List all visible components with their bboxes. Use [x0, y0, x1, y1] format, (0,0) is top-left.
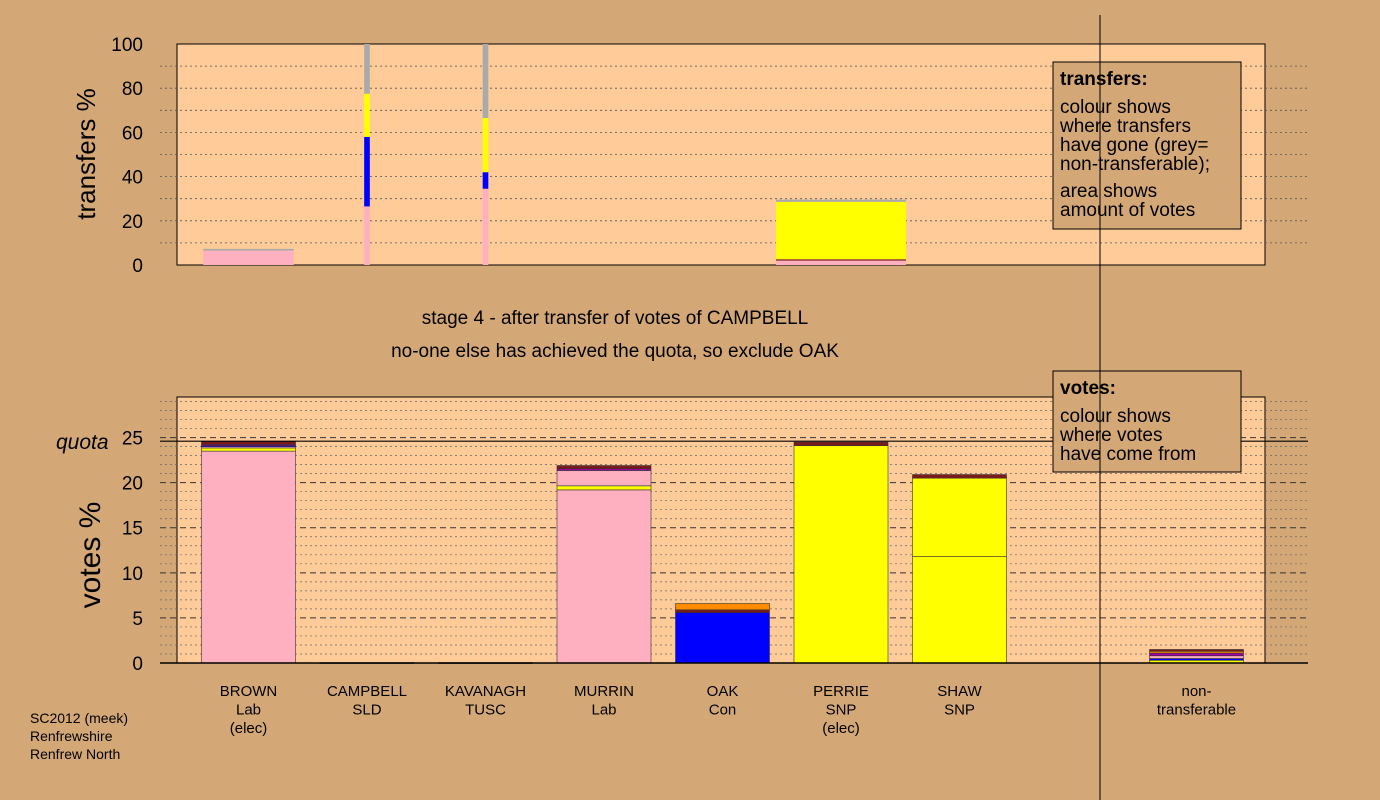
transfer-segment	[776, 201, 906, 260]
transfers-bars	[203, 44, 906, 265]
category-label: SNP	[826, 702, 857, 719]
transfers-y-ticks: 0 20 40 60 80 100	[111, 35, 143, 277]
vote-segment	[556, 465, 652, 469]
y-tick-label: 0	[132, 654, 143, 675]
transfer-segment	[482, 188, 489, 265]
y-tick-label: 20	[122, 474, 143, 495]
vote-segment	[793, 441, 889, 446]
transfer-segment	[776, 259, 906, 261]
footer-ward: Renfrew North	[30, 746, 120, 762]
transfers-legend-line: colour shows	[1060, 97, 1171, 118]
votes-legend-line: where votes	[1059, 425, 1162, 446]
y-tick-label: 60	[122, 123, 143, 144]
vote-segment	[793, 445, 889, 664]
transfers-legend-line: where transfers	[1059, 116, 1191, 137]
transfer-segment	[482, 172, 489, 189]
transfers-legend-box	[1052, 61, 1242, 230]
category-label: Lab	[591, 702, 616, 719]
y-tick-label: 0	[132, 256, 143, 277]
votes-y-axis-label: votes %	[74, 502, 107, 609]
transfer-segment	[776, 260, 906, 265]
y-tick-label: 40	[122, 168, 143, 189]
votes-bars	[201, 441, 1244, 664]
votes-y-ticks: 0 5 10 15 20 25	[122, 429, 143, 675]
votes-legend-line: have come from	[1060, 444, 1196, 465]
vote-segment	[912, 474, 1007, 479]
transfers-legend-line: have gone (grey=	[1060, 135, 1208, 156]
vote-segment	[556, 485, 652, 491]
transfer-segment	[364, 93, 370, 137]
y-tick-label: 10	[122, 564, 143, 585]
votes-legend: votes: colour shows where votes have com…	[1052, 370, 1242, 473]
stage-title: stage 4 - after transfer of votes of CAM…	[422, 308, 809, 329]
transfer-segment	[482, 118, 489, 173]
vote-segment	[1149, 649, 1244, 652]
vote-segment	[201, 441, 296, 445]
transfers-legend: transfers: colour shows where transfers …	[1052, 61, 1242, 230]
quota-label: quota	[56, 431, 109, 454]
category-label: non-	[1181, 683, 1211, 700]
transfers-legend-title: transfers:	[1060, 69, 1148, 90]
category-label: TUSC	[465, 702, 506, 719]
transfer-segment	[203, 248, 294, 251]
vote-segment	[556, 470, 652, 487]
vote-segment	[1149, 652, 1244, 657]
transfer-segment	[482, 44, 489, 119]
y-tick-label: 25	[122, 429, 143, 450]
transfers-plot: 0 20 40 60 80 100 transfers % transfers: colo…	[71, 35, 1308, 277]
category-label: Lab	[236, 702, 261, 719]
category-label: SNP	[944, 702, 975, 719]
category-label: MURRIN	[574, 683, 634, 700]
votes-plot: 0 5 10 15 20 25 quota votes % votes: colour s…	[56, 370, 1308, 737]
footer-election: SC2012 (meek)	[30, 710, 128, 726]
transfers-legend-line: non-transferable);	[1060, 154, 1210, 175]
category-label: Con	[709, 702, 737, 719]
vote-segment	[556, 489, 652, 664]
transfer-segment	[364, 206, 370, 265]
vote-segment	[912, 556, 1007, 664]
category-label: SHAW	[937, 683, 982, 700]
vote-segment	[201, 447, 296, 452]
stage-action: no-one else has achieved the quota, so e…	[391, 341, 839, 362]
transfers-legend-line: area shows	[1060, 181, 1157, 202]
votes-legend-box	[1052, 370, 1242, 473]
category-label: (elec)	[230, 720, 268, 737]
transfer-segment	[776, 199, 906, 202]
category-label: CAMPBELL	[327, 683, 407, 700]
vote-segment	[912, 477, 1007, 557]
footer-council: Renfrewshire	[30, 728, 113, 744]
category-label: (elec)	[822, 720, 860, 737]
votes-x-labels: BROWNLab(elec)CAMPBELLSLDKAVANAGHTUSCMUR…	[220, 683, 1236, 737]
vote-segment	[1149, 655, 1244, 659]
transfers-y-axis-label: transfers %	[71, 88, 101, 220]
transfer-segment	[364, 44, 370, 94]
vote-segment	[675, 603, 770, 611]
category-label: BROWN	[220, 683, 278, 700]
category-label: PERRIE	[813, 683, 869, 700]
vote-segment	[675, 612, 770, 664]
y-tick-label: 15	[122, 519, 143, 540]
vote-segment	[675, 609, 770, 613]
votes-legend-title: votes:	[1060, 378, 1116, 399]
transfers-legend-line: amount of votes	[1060, 200, 1195, 221]
category-label: SLD	[352, 702, 381, 719]
transfer-segment	[364, 136, 370, 207]
vote-segment	[201, 450, 296, 664]
category-label: transferable	[1157, 702, 1236, 719]
category-label: OAK	[707, 683, 739, 700]
y-tick-label: 100	[111, 35, 143, 56]
votes-legend-line: colour shows	[1060, 406, 1171, 427]
y-tick-label: 80	[122, 79, 143, 100]
category-label: KAVANAGH	[445, 683, 526, 700]
transfer-segment	[203, 250, 294, 265]
y-tick-label: 5	[132, 609, 143, 630]
y-tick-label: 20	[122, 212, 143, 233]
